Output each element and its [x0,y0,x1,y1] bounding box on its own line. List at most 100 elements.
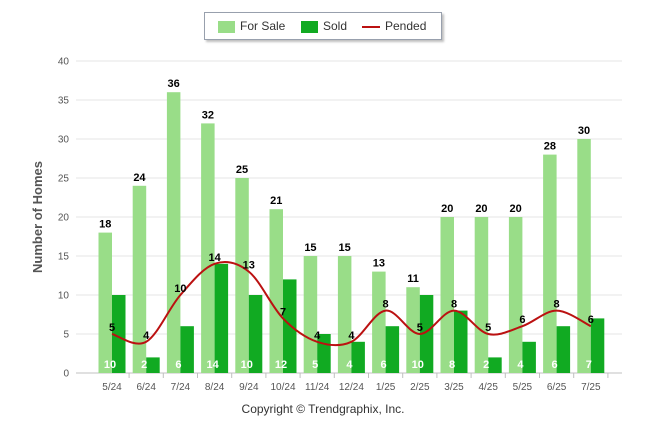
data-label-pended: 10 [174,283,186,295]
data-label-for-sale: 13 [373,258,385,270]
bar-sold[interactable] [112,295,126,373]
bar-for-sale[interactable] [166,92,181,373]
bar-for-sale[interactable] [132,185,147,373]
bar-sold[interactable] [385,326,400,373]
data-label-pended: 5 [485,322,491,334]
x-tick-label: 9/24 [239,382,259,393]
legend-swatch-for-sale [218,20,235,33]
x-tick-label: 6/24 [136,382,156,393]
bar-sold[interactable] [180,326,194,373]
data-label-sold: 4 [346,359,353,371]
y-tick-label: 25 [58,174,70,185]
data-label-pended: 13 [243,260,255,272]
legend-swatch-sold [301,20,318,33]
copyright-text: Copyright © Trendgraphix, Inc. [241,402,405,416]
bar-for-sale[interactable] [474,217,489,373]
data-label-sold: 2 [483,359,489,371]
x-tick-label: 5/24 [102,382,122,393]
data-label-pended: 5 [109,322,115,334]
bar-sold[interactable] [488,357,502,373]
data-label-sold: 10 [241,359,253,371]
data-label-sold: 10 [104,359,116,371]
data-label-sold: 14 [206,359,219,371]
y-tick-label: 40 [58,57,70,68]
data-label-pended: 4 [143,330,150,342]
data-label-for-sale: 15 [339,242,351,254]
legend-label-pended: Pended [385,19,427,33]
bar-sold[interactable] [351,341,365,373]
bar-sold[interactable] [454,310,468,373]
x-tick-label: 2/25 [410,382,430,393]
bar-sold[interactable] [248,295,263,373]
legend-label-sold: Sold [323,19,348,33]
data-label-pended: 7 [280,306,286,318]
y-tick-label: 0 [63,369,69,380]
bar-sold[interactable] [214,263,229,373]
for-sale-bars [98,92,591,374]
legend-label-for-sale: For Sale [240,19,286,33]
y-tick-label: 20 [58,213,70,224]
x-tick-label: 3/25 [444,382,464,393]
x-tick-label: 1/25 [376,382,396,393]
sold-bars [112,263,605,373]
bar-for-sale[interactable] [577,139,591,373]
data-label-for-sale: 18 [99,219,111,231]
data-label-sold: 10 [412,359,424,371]
bar-for-sale[interactable] [303,256,318,373]
data-label-sold: 7 [586,359,592,371]
data-label-sold: 12 [275,359,287,371]
bar-for-sale[interactable] [508,217,523,373]
bar-for-sale[interactable] [98,232,113,373]
y-axis-title: Number of Homes [30,161,45,273]
data-label-pended: 4 [314,330,321,342]
legend-item-sold[interactable]: Sold [301,19,347,33]
data-label-pended: 14 [208,252,221,264]
data-label-sold: 5 [312,359,318,371]
bar-for-sale[interactable] [201,123,215,374]
data-label-for-sale: 20 [510,203,522,215]
y-tick-label: 35 [58,96,70,107]
data-label-for-sale: 20 [475,203,487,215]
bar-for-sale[interactable] [372,271,386,373]
data-labels: 1810242366321425102112155154136111020820… [99,78,592,371]
x-tick-label: 6/25 [547,382,567,393]
x-tick-label: 8/24 [205,382,225,393]
data-label-for-sale: 24 [133,172,146,184]
x-tick-label: 7/25 [581,382,601,393]
y-tick-label: 5 [63,330,69,341]
data-label-sold: 2 [141,359,147,371]
data-label-pended: 6 [588,314,594,326]
data-label-for-sale: 36 [168,78,180,90]
pended-line-group: 5 4 10 14 13 7 4 4 8 5 8 5 6 8 6 [109,252,594,347]
bar-for-sale[interactable] [337,256,352,373]
bar-for-sale[interactable] [235,178,249,373]
data-label-for-sale: 32 [202,109,214,121]
bar-sold[interactable] [419,295,434,373]
bar-sold[interactable] [522,341,536,373]
bar-for-sale[interactable] [269,209,284,373]
data-label-sold: 4 [517,359,524,371]
bar-sold[interactable] [590,318,605,373]
y-tick-label: 15 [58,252,70,263]
legend-item-for-sale[interactable]: For Sale [218,19,285,33]
data-label-pended: 6 [519,314,525,326]
x-tick-label: 4/25 [478,382,498,393]
x-tick-label: 12/24 [339,382,364,393]
x-tick-label: 5/25 [513,382,533,393]
bar-for-sale[interactable] [543,154,557,373]
bar-sold[interactable] [146,357,160,373]
bar-sold[interactable] [556,326,571,373]
y-axis-ticks: 0 5 10 15 20 25 30 35 40 [58,57,70,380]
data-label-for-sale: 20 [441,203,453,215]
data-label-pended: 8 [554,299,560,311]
data-label-pended: 8 [383,299,389,311]
data-label-pended: 8 [451,299,457,311]
bar-for-sale[interactable] [440,217,455,373]
pended-line[interactable] [111,261,592,347]
y-tick-label: 30 [58,135,70,146]
chart-legend: For Sale Sold Pended [204,12,442,40]
data-label-sold: 6 [175,359,181,371]
data-label-pended: 5 [417,322,423,334]
legend-item-pended[interactable]: Pended [362,19,426,33]
